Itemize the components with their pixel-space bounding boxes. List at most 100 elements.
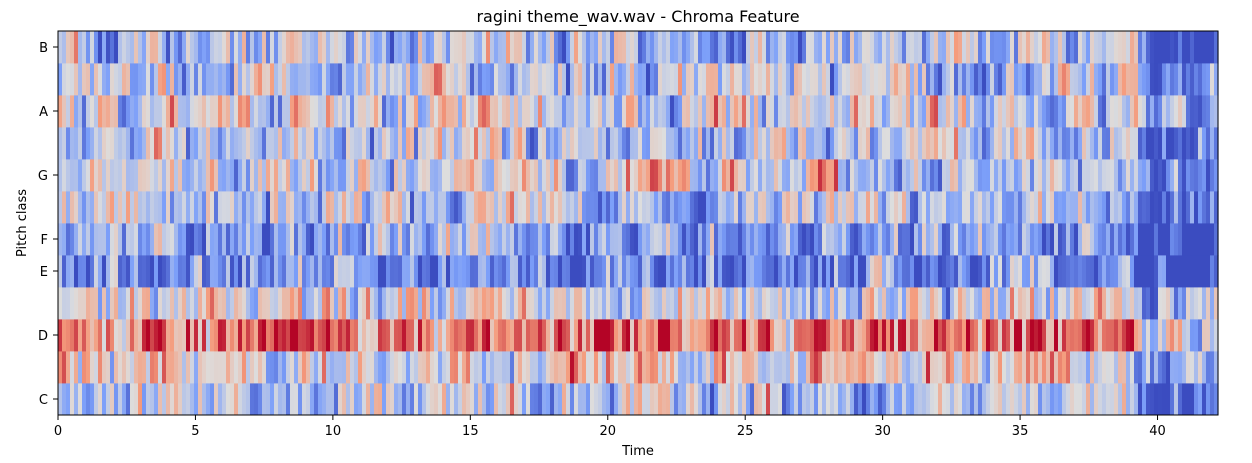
heatmap-cell bbox=[106, 31, 111, 64]
heatmap-cell bbox=[1118, 383, 1123, 416]
heatmap-cell bbox=[646, 191, 651, 224]
heatmap-cell bbox=[954, 319, 959, 352]
heatmap-cell bbox=[62, 351, 67, 384]
heatmap-cell bbox=[582, 95, 587, 128]
heatmap-cell bbox=[578, 351, 583, 384]
heatmap-cell bbox=[638, 63, 643, 96]
heatmap-cell bbox=[62, 127, 67, 160]
heatmap-cell bbox=[266, 383, 271, 416]
heatmap-cell bbox=[458, 31, 463, 64]
heatmap-cell bbox=[574, 63, 579, 96]
heatmap-cell bbox=[934, 63, 939, 96]
heatmap-cell bbox=[1058, 95, 1063, 128]
heatmap-cell bbox=[1174, 191, 1179, 224]
heatmap-cell bbox=[722, 255, 727, 288]
heatmap-cell bbox=[258, 255, 263, 288]
heatmap-cell bbox=[394, 383, 399, 416]
heatmap-cell bbox=[674, 191, 679, 224]
heatmap-cell bbox=[1114, 127, 1119, 160]
heatmap-cell bbox=[1194, 383, 1199, 416]
heatmap-cell bbox=[426, 351, 431, 384]
heatmap-cell bbox=[998, 223, 1003, 256]
heatmap-cell bbox=[290, 191, 295, 224]
heatmap-cell bbox=[722, 319, 727, 352]
heatmap-cell bbox=[62, 31, 67, 64]
heatmap-cell bbox=[398, 351, 403, 384]
heatmap-cell bbox=[182, 223, 187, 256]
heatmap-cell bbox=[1198, 159, 1203, 192]
heatmap-cell bbox=[1102, 63, 1107, 96]
heatmap-cell bbox=[274, 287, 279, 320]
heatmap-cell bbox=[1014, 127, 1019, 160]
heatmap-cell bbox=[614, 223, 619, 256]
heatmap-cell bbox=[906, 191, 911, 224]
heatmap-cell bbox=[966, 287, 971, 320]
heatmap-cell bbox=[166, 63, 171, 96]
heatmap-cell bbox=[682, 159, 687, 192]
heatmap-cell bbox=[98, 383, 103, 416]
heatmap-cell bbox=[854, 351, 859, 384]
heatmap-cell bbox=[1122, 287, 1127, 320]
heatmap-cell bbox=[202, 31, 207, 64]
heatmap-cell bbox=[826, 159, 831, 192]
heatmap-cell bbox=[102, 319, 107, 352]
heatmap-cell bbox=[1086, 63, 1091, 96]
heatmap-cell bbox=[914, 191, 919, 224]
heatmap-cell bbox=[906, 319, 911, 352]
heatmap-cell bbox=[794, 127, 799, 160]
heatmap-cell bbox=[938, 351, 943, 384]
heatmap-cell bbox=[590, 319, 595, 352]
heatmap-cell bbox=[1010, 319, 1015, 352]
heatmap-cell bbox=[282, 319, 287, 352]
heatmap-cell bbox=[878, 351, 883, 384]
heatmap-cell bbox=[538, 63, 543, 96]
heatmap-cell bbox=[610, 63, 615, 96]
heatmap-cell bbox=[1118, 63, 1123, 96]
heatmap-cell bbox=[902, 255, 907, 288]
heatmap-cell bbox=[1074, 191, 1079, 224]
heatmap-cell bbox=[878, 223, 883, 256]
heatmap-cell bbox=[710, 63, 715, 96]
heatmap-cell bbox=[470, 255, 475, 288]
heatmap-cell bbox=[158, 159, 163, 192]
heatmap-cell bbox=[174, 191, 179, 224]
heatmap-cell bbox=[514, 191, 519, 224]
heatmap-cell bbox=[434, 127, 439, 160]
heatmap-cell bbox=[106, 287, 111, 320]
heatmap-cell bbox=[342, 319, 347, 352]
heatmap-cell bbox=[1090, 223, 1095, 256]
heatmap-cell bbox=[458, 319, 463, 352]
heatmap-cell bbox=[342, 31, 347, 64]
heatmap-cell bbox=[1030, 351, 1035, 384]
heatmap-cell bbox=[298, 63, 303, 96]
heatmap-cell bbox=[1082, 287, 1087, 320]
heatmap-cell bbox=[406, 351, 411, 384]
heatmap-cell bbox=[450, 63, 455, 96]
heatmap-cell bbox=[782, 159, 787, 192]
heatmap-cell bbox=[754, 31, 759, 64]
heatmap-cell bbox=[834, 31, 839, 64]
heatmap-cell bbox=[606, 383, 611, 416]
heatmap-cell bbox=[474, 95, 479, 128]
heatmap-cell bbox=[234, 31, 239, 64]
heatmap-cell bbox=[1130, 319, 1135, 352]
heatmap-cell bbox=[834, 223, 839, 256]
heatmap-cell bbox=[1210, 159, 1215, 192]
heatmap-cell bbox=[978, 63, 983, 96]
heatmap-cell bbox=[314, 63, 319, 96]
heatmap-cell bbox=[906, 383, 911, 416]
heatmap-cell bbox=[538, 31, 543, 64]
heatmap-cell bbox=[362, 95, 367, 128]
heatmap-cell bbox=[794, 319, 799, 352]
heatmap-cell bbox=[790, 95, 795, 128]
heatmap-cell bbox=[1158, 127, 1163, 160]
heatmap-cell bbox=[730, 383, 735, 416]
heatmap-cell bbox=[810, 319, 815, 352]
heatmap-cell bbox=[902, 31, 907, 64]
heatmap-cell bbox=[62, 255, 67, 288]
heatmap-cell bbox=[82, 63, 87, 96]
heatmap-cell bbox=[870, 287, 875, 320]
heatmap-cell bbox=[802, 223, 807, 256]
heatmap-cell bbox=[678, 383, 683, 416]
heatmap-cell bbox=[1134, 191, 1139, 224]
